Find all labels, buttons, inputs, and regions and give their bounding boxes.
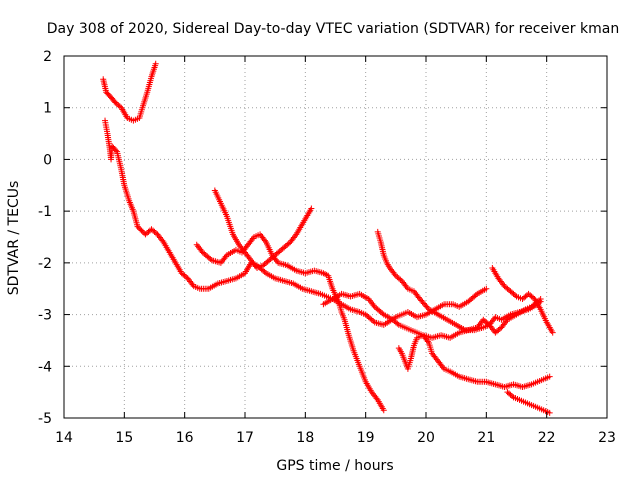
x-tick-label: 19 bbox=[357, 430, 375, 446]
data-point bbox=[483, 285, 490, 292]
data-point bbox=[380, 407, 387, 414]
y-tick-label: 2 bbox=[43, 49, 52, 65]
data-point bbox=[152, 60, 159, 67]
data-point bbox=[537, 298, 544, 305]
data-point bbox=[423, 303, 430, 310]
x-tick-label: 21 bbox=[477, 430, 495, 446]
x-tick-label: 23 bbox=[598, 430, 616, 446]
data-point bbox=[419, 299, 426, 306]
data-point bbox=[549, 329, 556, 336]
y-tick-label: -5 bbox=[38, 411, 52, 427]
x-tick-label: 17 bbox=[236, 430, 254, 446]
series-line bbox=[398, 334, 550, 388]
y-tick-label: -3 bbox=[38, 308, 52, 324]
y-tick-label: -2 bbox=[38, 256, 52, 272]
x-tick-label: 15 bbox=[115, 430, 133, 446]
data-point bbox=[139, 228, 146, 235]
x-tick-label: 14 bbox=[55, 430, 73, 446]
y-axis-label: SDTVAR / TECUs bbox=[6, 181, 22, 296]
data-point bbox=[416, 296, 423, 303]
y-tick-label: -4 bbox=[38, 359, 52, 375]
data-point bbox=[308, 205, 315, 212]
y-tick-label: -1 bbox=[38, 204, 52, 220]
plot-frame bbox=[63, 55, 608, 419]
data-series bbox=[100, 60, 556, 416]
x-tick-label: 18 bbox=[296, 430, 314, 446]
data-point bbox=[134, 223, 141, 230]
data-point bbox=[111, 98, 118, 105]
series-line bbox=[104, 120, 487, 326]
data-point bbox=[546, 409, 553, 416]
data-point bbox=[138, 227, 145, 234]
series-track-4 bbox=[211, 187, 315, 272]
x-tick-label: 16 bbox=[176, 430, 194, 446]
data-point bbox=[135, 224, 142, 231]
series-track-1 bbox=[100, 60, 159, 124]
grid bbox=[64, 56, 607, 418]
series-track-6 bbox=[374, 228, 544, 334]
data-point bbox=[418, 297, 425, 304]
chart-title: Day 308 of 2020, Sidereal Day-to-day VTE… bbox=[47, 21, 619, 37]
data-point bbox=[137, 226, 144, 233]
data-point bbox=[112, 147, 119, 154]
data-point bbox=[424, 304, 431, 311]
series-track-7 bbox=[395, 332, 553, 390]
data-point bbox=[420, 300, 427, 307]
data-point bbox=[422, 301, 429, 308]
series-track-8 bbox=[489, 265, 556, 336]
series-track-2 bbox=[102, 117, 490, 328]
series-track-9 bbox=[504, 389, 553, 416]
x-axis-label: GPS time / hours bbox=[276, 458, 393, 474]
data-point bbox=[546, 373, 553, 380]
series-track-3 bbox=[193, 231, 387, 414]
x-tick-label: 20 bbox=[417, 430, 435, 446]
y-tick-label: 1 bbox=[43, 101, 52, 117]
x-tick-label: 22 bbox=[538, 430, 556, 446]
y-tick-label: 0 bbox=[43, 152, 52, 168]
